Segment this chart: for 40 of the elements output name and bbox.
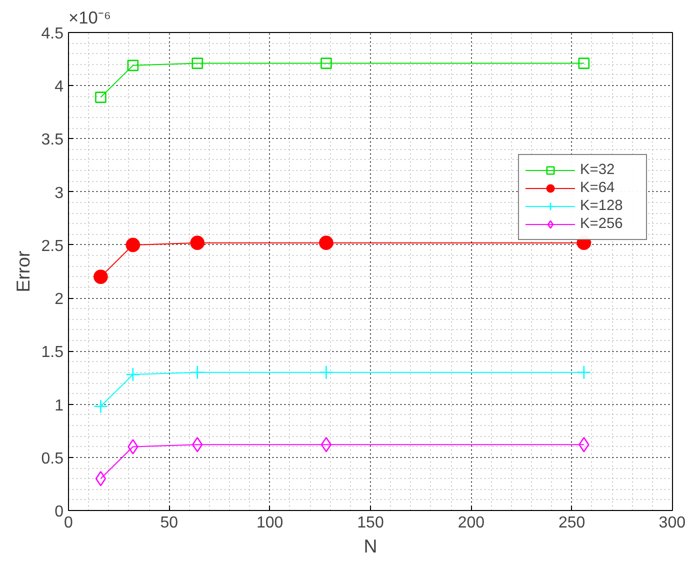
point xyxy=(320,436,332,452)
y-tick-label: 2 xyxy=(54,291,64,308)
point xyxy=(190,365,205,380)
point xyxy=(576,365,592,380)
point xyxy=(319,236,334,250)
x-tick-label: 300 xyxy=(658,514,685,532)
point xyxy=(320,58,332,69)
legend-label: K=128 xyxy=(580,197,624,215)
point xyxy=(94,399,108,414)
x-tick-label: 250 xyxy=(558,514,586,532)
y-tick-label: 4.5 xyxy=(41,26,64,42)
y-tick-label: 3.5 xyxy=(41,132,64,149)
y-tick-label: 1 xyxy=(54,397,64,414)
x-axis-title: N xyxy=(364,536,378,556)
y-axis-title: Error xyxy=(12,250,34,292)
point xyxy=(128,439,138,454)
point xyxy=(126,238,140,252)
legend-label: K=64 xyxy=(580,179,616,197)
text: ×10⁻⁶ xyxy=(68,8,112,28)
y-tick-label: 4 xyxy=(54,78,64,96)
point xyxy=(126,367,140,382)
legend-label: K=32 xyxy=(580,161,616,179)
point xyxy=(578,58,590,69)
y-tick-label: 0.5 xyxy=(41,450,64,468)
point xyxy=(319,365,334,380)
y-tick-label: 3 xyxy=(54,184,64,202)
point xyxy=(127,60,139,72)
x-tick-label: 100 xyxy=(256,514,284,532)
y-tick-label: 0 xyxy=(54,504,64,520)
point xyxy=(95,92,106,103)
point xyxy=(94,270,108,284)
x-tick-label: 150 xyxy=(357,514,384,532)
y-tick-label: 1.5 xyxy=(41,344,64,362)
x-tick-label: 200 xyxy=(458,514,485,532)
y-tick-label: 2.5 xyxy=(41,238,64,255)
legend-label: K=256 xyxy=(580,215,624,233)
point xyxy=(95,470,106,486)
point xyxy=(190,236,205,250)
point xyxy=(192,58,204,69)
x-tick-label: 50 xyxy=(160,514,178,532)
